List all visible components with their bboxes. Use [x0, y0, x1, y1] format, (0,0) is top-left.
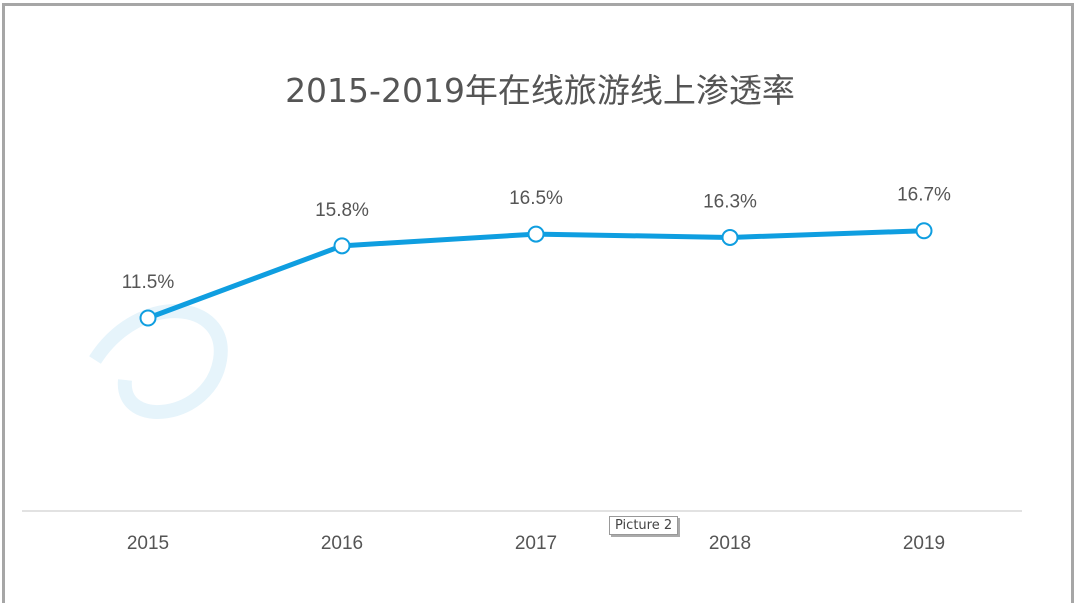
picture-tooltip[interactable]: Picture 2 [609, 516, 679, 535]
image-frame [2, 3, 1074, 603]
data-point [721, 228, 739, 246]
data-point [527, 225, 545, 243]
data-label: 16.5% [509, 188, 563, 209]
x-tick-label: 2017 [515, 533, 557, 554]
x-tick-label: 2019 [903, 533, 945, 554]
data-point [333, 237, 351, 255]
data-point [915, 222, 933, 240]
data-label: 15.8% [315, 200, 369, 221]
x-tick-label: 2015 [127, 533, 169, 554]
series-line [147, 228, 925, 321]
data-label: 16.7% [897, 185, 951, 206]
data-point [139, 309, 157, 327]
chart-title: 2015-2019年在线旅游线上渗透率 [285, 71, 795, 110]
data-label: 16.3% [703, 191, 757, 212]
x-tick-label: 2018 [709, 533, 751, 554]
x-tick-label: 2016 [321, 533, 363, 554]
data-label: 11.5% [122, 272, 175, 293]
